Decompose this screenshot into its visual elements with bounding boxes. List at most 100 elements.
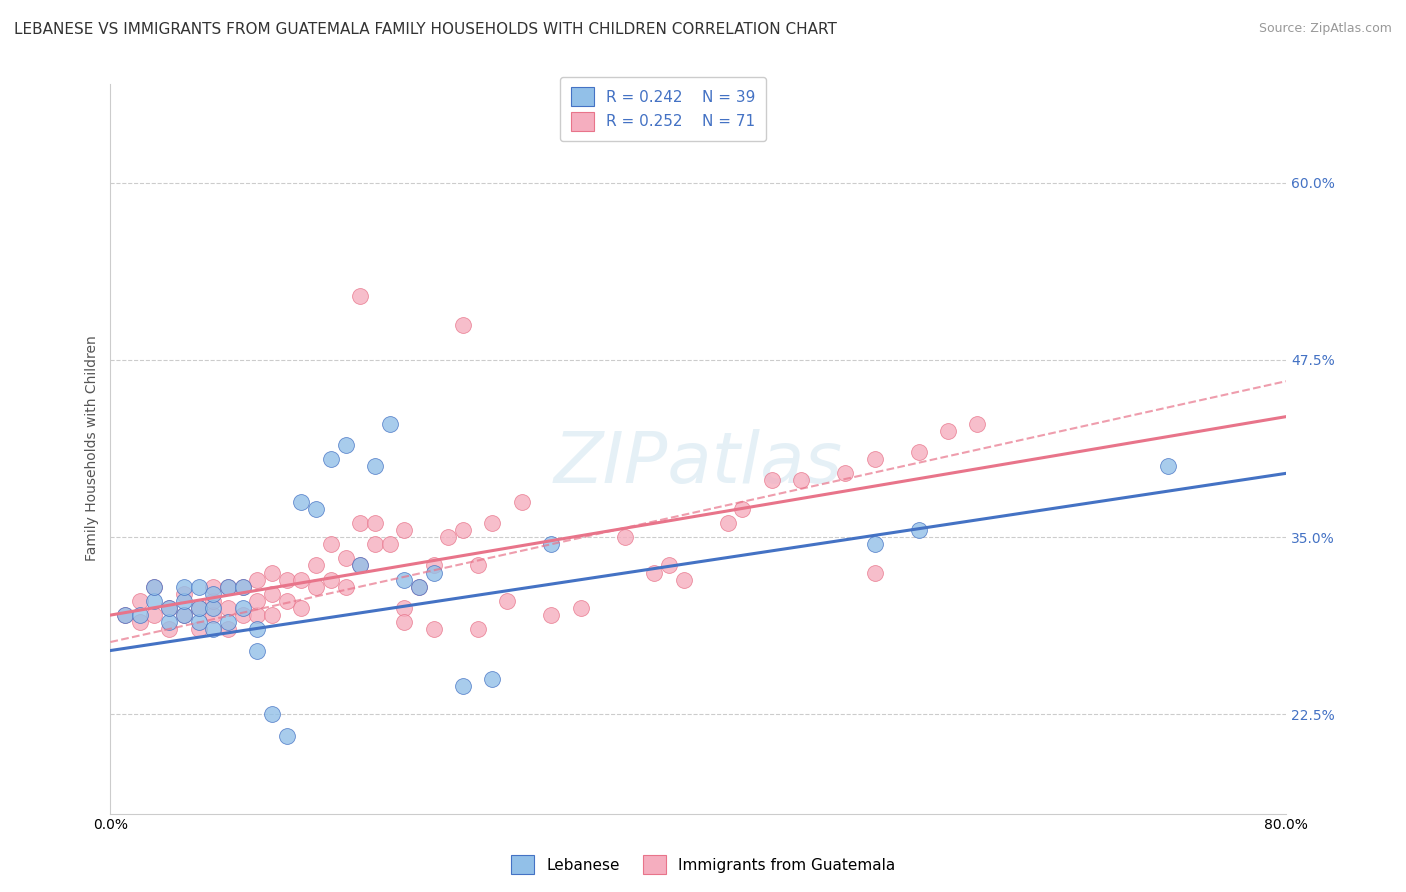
Point [364, 459, 387, 474]
Point [305, 558, 328, 573]
Legend: R = 0.242    N = 39, R = 0.252    N = 71: R = 0.242 N = 39, R = 0.252 N = 71 [560, 77, 766, 141]
Point [394, 601, 416, 615]
Point [232, 580, 254, 594]
Point [863, 452, 886, 467]
Point [187, 601, 209, 615]
Point [731, 501, 754, 516]
Point [319, 573, 342, 587]
Point [232, 601, 254, 615]
Point [936, 424, 959, 438]
Point [349, 558, 371, 573]
Point [246, 643, 269, 657]
Point [173, 580, 195, 594]
Point [202, 601, 225, 615]
Point [157, 601, 180, 615]
Point [451, 523, 474, 537]
Point [114, 608, 136, 623]
Point [202, 580, 225, 594]
Point [290, 573, 312, 587]
Point [422, 622, 444, 636]
Point [246, 594, 269, 608]
Point [569, 601, 592, 615]
Point [422, 566, 444, 580]
Point [276, 594, 298, 608]
Point [761, 474, 783, 488]
Text: Source: ZipAtlas.com: Source: ZipAtlas.com [1258, 22, 1392, 36]
Point [157, 615, 180, 630]
Point [643, 566, 665, 580]
Point [260, 587, 283, 601]
Point [217, 615, 239, 630]
Point [290, 494, 312, 508]
Point [481, 516, 503, 530]
Point [364, 516, 387, 530]
Point [481, 672, 503, 686]
Point [128, 594, 150, 608]
Point [202, 587, 225, 601]
Legend: Lebanese, Immigrants from Guatemala: Lebanese, Immigrants from Guatemala [505, 849, 901, 880]
Point [305, 580, 328, 594]
Point [143, 608, 166, 623]
Point [143, 580, 166, 594]
Point [157, 601, 180, 615]
Point [202, 622, 225, 636]
Point [335, 551, 357, 566]
Point [658, 558, 681, 573]
Point [422, 558, 444, 573]
Point [260, 707, 283, 722]
Point [202, 608, 225, 623]
Point [246, 622, 269, 636]
Point [128, 608, 150, 623]
Point [173, 608, 195, 623]
Point [966, 417, 988, 431]
Point [394, 523, 416, 537]
Point [157, 622, 180, 636]
Point [260, 608, 283, 623]
Point [451, 679, 474, 693]
Point [364, 537, 387, 551]
Point [319, 537, 342, 551]
Point [540, 537, 562, 551]
Point [540, 608, 562, 623]
Point [173, 594, 195, 608]
Point [217, 580, 239, 594]
Point [246, 573, 269, 587]
Point [467, 622, 489, 636]
Point [187, 580, 209, 594]
Point [510, 494, 533, 508]
Point [394, 615, 416, 630]
Point [790, 474, 813, 488]
Point [143, 580, 166, 594]
Point [863, 566, 886, 580]
Point [217, 580, 239, 594]
Point [496, 594, 519, 608]
Point [394, 573, 416, 587]
Text: ZIPatlas: ZIPatlas [554, 429, 842, 498]
Point [907, 523, 929, 537]
Point [187, 601, 209, 615]
Point [834, 467, 856, 481]
Point [246, 608, 269, 623]
Point [276, 573, 298, 587]
Point [260, 566, 283, 580]
Point [276, 729, 298, 743]
Point [613, 530, 636, 544]
Point [349, 558, 371, 573]
Point [335, 438, 357, 452]
Point [290, 601, 312, 615]
Point [335, 580, 357, 594]
Point [467, 558, 489, 573]
Point [717, 516, 740, 530]
Point [408, 580, 430, 594]
Point [187, 622, 209, 636]
Point [378, 417, 401, 431]
Point [863, 537, 886, 551]
Point [437, 530, 460, 544]
Point [408, 580, 430, 594]
Point [907, 445, 929, 459]
Point [173, 587, 195, 601]
Point [672, 573, 695, 587]
Point [232, 608, 254, 623]
Point [451, 318, 474, 332]
Point [128, 615, 150, 630]
